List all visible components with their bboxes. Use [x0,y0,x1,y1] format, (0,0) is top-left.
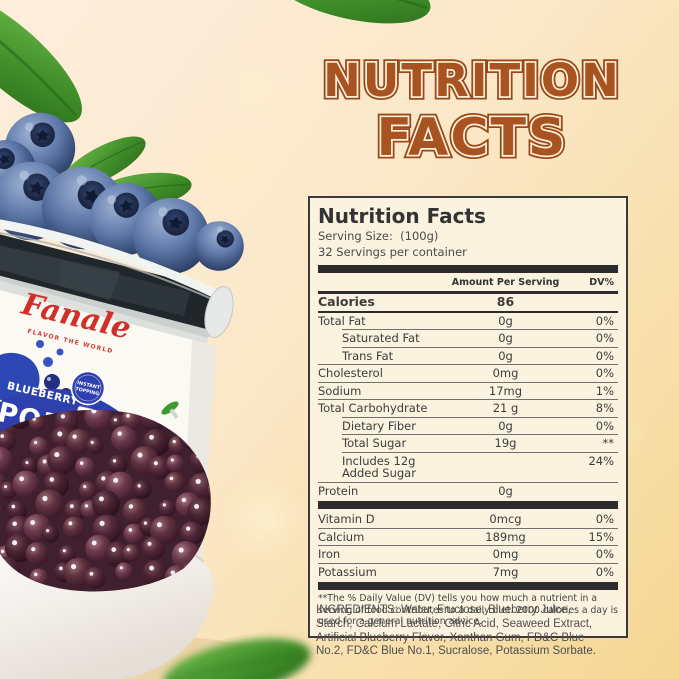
nutrition-row: Total Sugar 19g ** [342,436,614,450]
nutrition-facts-card: Nutrition Facts Serving Size: (100g) 32 … [308,196,628,638]
separator [318,381,618,383]
svg-text:TOPPING: TOPPING [75,386,100,397]
nutrition-row: Protein 0g [318,483,513,498]
nutrition-row: Potassium 7mg 0% [318,564,614,579]
separator [318,562,618,564]
separator [342,416,618,418]
separator [318,310,618,313]
separator [342,346,618,348]
separator [318,481,618,483]
nutrition-row: Vitamin D 0mcg 0% [318,512,614,526]
instant-topping-badge: INSTANT TOPPING [70,370,106,406]
amount-column-header: Amount Per Serving [451,277,560,288]
separator [318,527,618,529]
nutrition-row: Calcium 189mg 15% [318,529,614,544]
separator [318,364,618,365]
nutrition-rows: Calories 86 Total Fat 0g 0% Saturated Fat 0g 0%… [318,294,618,590]
separator [318,399,618,400]
nutrition-row: Iron 0mg 0% [318,547,614,561]
nutrition-row: Cholesterol 0mg 0% [318,366,614,380]
separator [342,434,618,435]
separator [318,582,618,590]
nutrition-row: Includes 12g Added Sugar 24% [342,453,614,480]
nutrition-row: Sodium 17mg 1% [318,383,614,398]
nutrition-row: Total Fat 0g 0% [318,313,614,328]
nutrition-row: Calories 86 [318,294,515,309]
nutrition-row: Total Carbohydrate 21 g 8% [318,401,614,415]
jar-lid [0,219,234,346]
servings-per-container: 32 Servings per container [318,244,467,259]
divider-bar [318,265,618,273]
nutrition-row: Trans Fat 0g 0% [342,348,614,363]
separator [342,329,618,330]
title-line-1: NUTRITION NUTRITION NUTRITION [320,51,623,111]
nutrition-facts-title: Nutrition Facts [318,204,486,228]
svg-text:INSTANT: INSTANT [77,380,102,391]
table-header: Amount Per Serving DV% [318,273,618,294]
ingredients-text: INGREDIENTS: Water, Fructose, Blueberry … [316,604,596,658]
nutrition-row: Dietary Fiber 0g 0% [342,418,614,433]
page-title: NUTRITION NUTRITION NUTRITION FACTS FACT… [310,51,634,172]
label-leaf-art [161,401,179,419]
serving-size: Serving Size: (100g) [318,229,439,243]
title-line-2: FACTS FACTS FACTS [373,105,569,172]
separator [318,545,618,546]
dv-footnote: **The % Daily Value (DV) tells you how m… [318,593,619,627]
separator [342,451,618,453]
dv-column-header: DV% [589,277,614,288]
separator [318,501,618,509]
nutrition-row: Saturated Fat 0g 0% [342,331,614,345]
